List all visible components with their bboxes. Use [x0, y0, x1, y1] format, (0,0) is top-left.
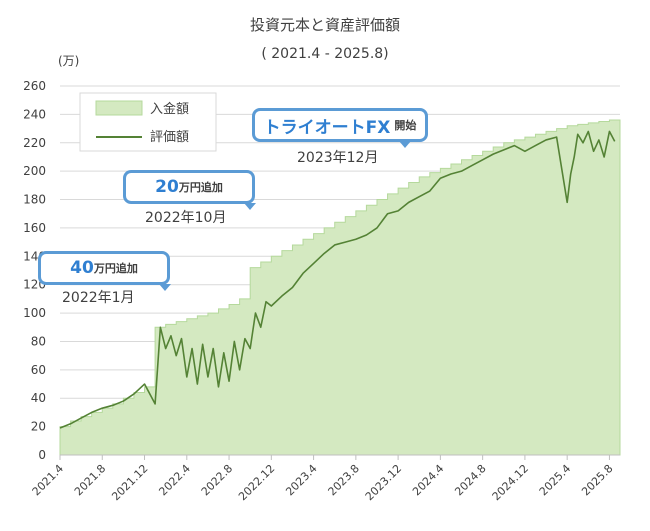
x-axis-ticks: 2021.4 2021.8 2021.12 2022.4 2022.8 2022.12 20… — [30, 455, 616, 503]
y-tick-label: 60 — [31, 363, 46, 377]
y-tick-label: 0 — [38, 448, 46, 462]
x-tick-label: 2021.4 — [30, 462, 66, 498]
callout-40man-amount: 40 — [70, 258, 94, 278]
callout-40man-text: 万円追加 — [93, 262, 138, 275]
legend: 入金額 評価額 — [79, 92, 217, 152]
callout-fx-text: 開始 — [394, 119, 417, 132]
x-tick-label: 2025.4 — [537, 462, 573, 498]
y-tick-label: 40 — [31, 391, 46, 405]
y-tick-label: 100 — [23, 306, 46, 320]
chart-subtitle: ( 2021.4 - 2025.8) — [261, 46, 388, 62]
y-tick-label: 80 — [31, 334, 46, 348]
valuation-line — [59, 130, 616, 429]
callout-20man-text: 万円追加 — [178, 181, 223, 194]
callout-40man: 40 万円追加 — [38, 251, 171, 291]
x-tick-label: 2024.12 — [490, 462, 531, 503]
x-tick-label: 2022.12 — [236, 462, 277, 503]
callout-fx-date: 2023年12月 — [297, 150, 379, 166]
callout-20man-amount: 20 — [155, 177, 179, 197]
x-tick-label: 2022.4 — [156, 462, 192, 498]
legend-swatch-deposit — [95, 100, 143, 116]
y-tick-label: 200 — [23, 164, 46, 178]
callout-fx-start: トライオートFX 開始 — [252, 108, 428, 148]
callout-fx-name: トライオートFX — [263, 117, 391, 138]
callout-20man: 20 万円追加 — [123, 170, 256, 210]
deposit-area — [59, 119, 621, 456]
x-tick-label: 2023.8 — [326, 462, 362, 498]
x-tick-label: 2025.8 — [579, 462, 615, 498]
y-axis-unit: (万) — [58, 54, 79, 68]
y-tick-label: 220 — [23, 136, 46, 150]
y-tick-label: 160 — [23, 221, 46, 235]
x-tick-label: 2023.12 — [363, 462, 404, 503]
y-tick-label: 180 — [23, 193, 46, 207]
x-tick-label: 2023.4 — [283, 462, 319, 498]
chart-title: 投資元本と資産評価額 — [250, 16, 400, 34]
x-tick-label: 2021.8 — [72, 462, 108, 498]
x-tick-label: 2021.12 — [109, 462, 150, 503]
x-tick-label: 2022.8 — [199, 462, 235, 498]
y-tick-label: 260 — [23, 79, 46, 93]
callout-20man-date: 2022年10月 — [145, 210, 227, 226]
x-tick-label: 2024.8 — [452, 462, 488, 498]
y-tick-label: 240 — [23, 107, 46, 121]
callout-40man-date: 2022年1月 — [62, 290, 135, 306]
legend-label-valuation: 評価額 — [150, 130, 189, 145]
y-tick-label: 20 — [31, 420, 46, 434]
legend-label-deposit: 入金額 — [150, 101, 189, 117]
x-tick-label: 2024.4 — [410, 462, 446, 498]
